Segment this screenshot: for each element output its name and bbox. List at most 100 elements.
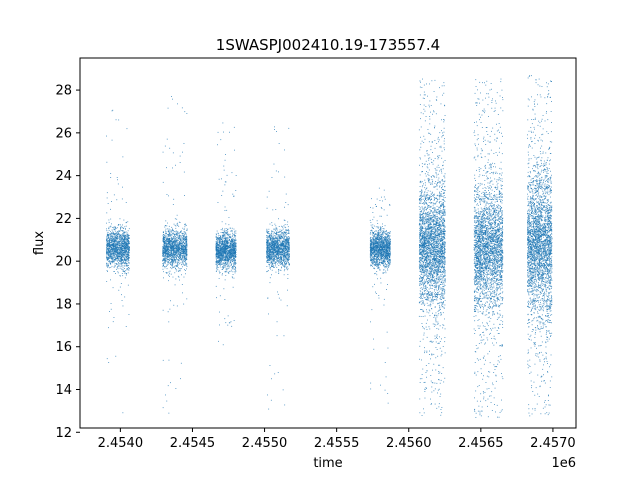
data-point — [122, 412, 124, 414]
data-point — [168, 228, 170, 230]
data-point — [118, 224, 120, 226]
data-point — [215, 258, 217, 259]
data-point — [109, 239, 110, 241]
data-point — [232, 268, 234, 270]
data-point — [177, 103, 178, 105]
data-point — [116, 234, 118, 236]
plot-background — [80, 58, 576, 428]
data-point — [225, 262, 227, 264]
data-point — [283, 225, 285, 227]
data-point — [177, 258, 178, 260]
data-point — [225, 252, 226, 254]
data-point — [114, 236, 116, 238]
data-point — [162, 260, 164, 262]
data-point — [125, 273, 127, 274]
data-point — [121, 257, 123, 258]
data-point — [168, 271, 170, 273]
data-point — [221, 243, 223, 245]
data-point — [115, 251, 117, 253]
data-point — [122, 235, 123, 236]
data-point — [186, 230, 188, 231]
data-point — [180, 256, 182, 258]
data-point — [112, 252, 114, 254]
data-point — [175, 231, 177, 232]
data-point — [220, 264, 221, 266]
data-point — [113, 245, 115, 247]
data-point — [223, 233, 225, 234]
data-point — [184, 243, 185, 245]
data-point — [223, 169, 225, 171]
data-point — [221, 238, 223, 240]
data-point — [225, 230, 227, 232]
data-point — [119, 275, 121, 277]
data-point — [121, 237, 122, 239]
data-point — [108, 228, 110, 230]
data-point — [286, 268, 287, 270]
data-point — [162, 268, 164, 270]
data-point — [172, 257, 173, 259]
data-point — [163, 242, 165, 244]
data-point — [184, 246, 185, 248]
data-point — [226, 246, 228, 247]
data-point — [234, 260, 236, 262]
data-point — [128, 237, 130, 239]
data-point — [176, 252, 178, 254]
data-point — [172, 243, 174, 245]
data-point — [228, 250, 230, 251]
data-point — [121, 258, 122, 259]
data-point — [222, 344, 224, 346]
data-point — [114, 257, 116, 259]
data-point — [118, 289, 120, 291]
data-point — [184, 111, 186, 113]
data-point — [179, 256, 180, 257]
data-point — [124, 254, 126, 256]
data-point — [228, 242, 230, 244]
data-point — [119, 248, 121, 250]
data-point — [230, 246, 232, 248]
data-point — [218, 253, 220, 254]
data-point — [123, 252, 125, 253]
data-point — [127, 252, 129, 254]
data-point — [112, 321, 114, 323]
data-point — [108, 261, 110, 263]
data-point — [177, 246, 179, 248]
data-point — [111, 250, 113, 252]
data-point — [224, 159, 226, 161]
data-point — [232, 193, 234, 195]
data-point — [184, 250, 186, 252]
data-point — [127, 251, 129, 253]
data-point — [233, 126, 235, 128]
data-point — [128, 252, 130, 254]
data-point — [173, 233, 175, 235]
data-point — [125, 248, 127, 250]
data-point — [126, 256, 127, 258]
data-point — [234, 239, 236, 241]
data-point — [173, 247, 175, 249]
data-point — [123, 233, 125, 235]
data-point — [107, 234, 109, 236]
data-point — [106, 250, 108, 251]
data-point — [107, 265, 109, 266]
data-point — [110, 251, 112, 253]
data-point — [162, 256, 164, 257]
data-point — [172, 204, 174, 205]
data-point — [168, 243, 170, 245]
data-point — [279, 262, 281, 264]
data-point — [127, 260, 129, 262]
data-point — [233, 240, 235, 242]
data-point — [124, 265, 126, 267]
data-point — [123, 237, 125, 239]
data-point — [113, 232, 115, 234]
data-point — [108, 233, 110, 235]
data-point — [176, 265, 178, 267]
data-point — [111, 229, 113, 231]
data-point — [113, 226, 115, 228]
data-point — [227, 245, 229, 246]
data-point — [107, 248, 109, 250]
data-point — [184, 242, 186, 244]
data-point — [225, 256, 227, 258]
data-point — [123, 243, 125, 244]
data-point — [235, 190, 237, 191]
data-point — [169, 254, 170, 256]
data-point — [113, 254, 115, 256]
